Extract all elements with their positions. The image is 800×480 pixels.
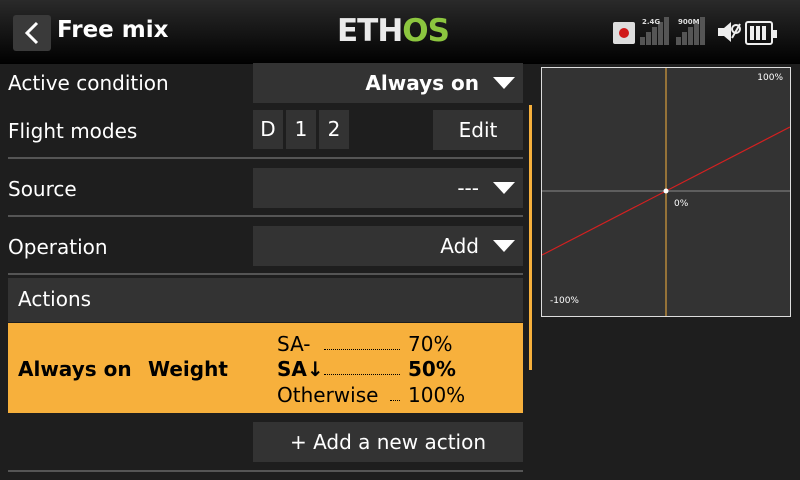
chevron-down-icon: [493, 77, 515, 89]
signal-2-4g-label: 2.4G: [642, 18, 661, 26]
divider: [8, 215, 523, 217]
action-switch-1: SA-: [277, 332, 311, 356]
action-value-3: 100%: [408, 383, 466, 407]
divider: [8, 273, 523, 275]
signal-900m-icon: [676, 17, 706, 45]
action-type: Weight: [148, 357, 228, 381]
operation-value: Add: [440, 234, 479, 258]
flight-mode-chip-1[interactable]: 1: [286, 110, 316, 149]
flight-modes-edit-button[interactable]: Edit: [433, 110, 523, 150]
chevron-left-icon: [24, 21, 39, 45]
operation-label: Operation: [8, 235, 108, 259]
action-condition: Always on: [18, 357, 132, 381]
action-row[interactable]: Always on Weight SA- 70% SA↓ 50% Otherwi…: [8, 323, 523, 413]
chevron-down-icon: [493, 240, 515, 252]
source-value: ---: [457, 176, 479, 200]
graph-label-bottom: -100%: [550, 296, 579, 306]
volume-mute-icon[interactable]: [716, 20, 742, 44]
graph-label-top: 100%: [757, 73, 783, 83]
curve-center-point: [663, 188, 669, 194]
flight-mode-chip-d[interactable]: D: [253, 110, 283, 149]
add-action-button[interactable]: + Add a new action: [253, 422, 523, 462]
record-icon[interactable]: [613, 22, 635, 44]
signal-2-4g-icon: [640, 17, 670, 45]
back-button[interactable]: [13, 15, 51, 51]
action-value-2: 50%: [408, 357, 456, 381]
flight-modes-label: Flight modes: [8, 119, 138, 143]
action-value-1: 70%: [408, 332, 453, 356]
action-switch-2: SA↓: [277, 357, 324, 381]
scrollbar[interactable]: [529, 105, 532, 370]
action-switch-3: Otherwise: [277, 383, 379, 407]
ethos-logo: ETHOS: [337, 13, 450, 49]
active-condition-label: Active condition: [8, 71, 169, 95]
curve-preview-graph: 100% 0% -100%: [541, 67, 791, 317]
flight-mode-chip-2[interactable]: 2: [319, 110, 349, 149]
source-label: Source: [8, 177, 77, 201]
source-dropdown[interactable]: ---: [253, 168, 523, 208]
battery-icon: [745, 21, 777, 45]
active-condition-dropdown[interactable]: Always on: [253, 63, 523, 103]
curve-svg: [542, 68, 790, 316]
divider: [8, 157, 523, 159]
divider: [8, 470, 523, 472]
dotted-leader: [324, 374, 400, 375]
active-condition-value: Always on: [365, 71, 479, 95]
graph-label-center: 0%: [674, 199, 689, 209]
signal-900m-label: 900M: [678, 18, 700, 26]
operation-dropdown[interactable]: Add: [253, 226, 523, 266]
actions-header-label: Actions: [18, 287, 92, 311]
chevron-down-icon: [493, 182, 515, 194]
page-title: Free mix: [57, 17, 169, 43]
dotted-leader: [390, 400, 400, 401]
actions-header: [8, 278, 523, 322]
dotted-leader: [324, 349, 400, 350]
